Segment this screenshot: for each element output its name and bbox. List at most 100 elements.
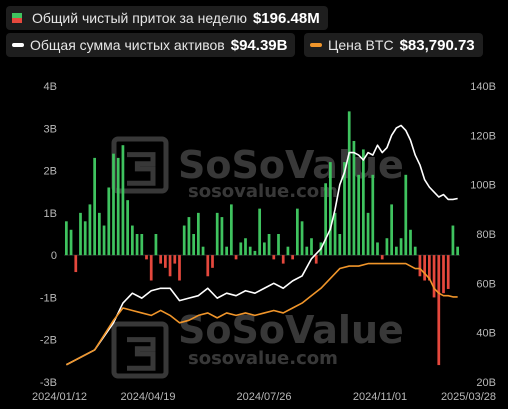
legend-btc-value: $83,790.73 — [399, 36, 475, 54]
x-axis-tick: 2024/04/19 — [120, 391, 175, 403]
orange-line-swatch-icon — [310, 43, 322, 47]
flow-bar — [343, 162, 346, 256]
left-axis-tick: -1B — [40, 292, 57, 304]
lines-layer — [65, 124, 458, 366]
flow-bar — [385, 238, 389, 256]
flow-bar — [357, 174, 361, 256]
flow-bar — [413, 246, 417, 256]
flow-bar — [121, 145, 125, 256]
flow-bar — [272, 255, 276, 260]
left-axis-tick: -2B — [40, 335, 57, 347]
flow-bar — [446, 255, 450, 289]
flow-bar — [423, 255, 427, 281]
flow-bar — [366, 212, 370, 256]
flow-bar — [102, 225, 106, 256]
legend-assets-label: Общая сумма чистых активов — [30, 37, 225, 53]
x-axis-tick: 2024/07/26 — [236, 391, 291, 403]
flow-bar — [456, 246, 460, 256]
flow-bar — [182, 225, 186, 256]
flow-bar — [239, 242, 243, 256]
flow-bar — [201, 246, 205, 256]
flow-bar — [178, 255, 181, 281]
flow-bar — [168, 255, 172, 277]
flow-bar — [192, 234, 196, 256]
flow-bar — [107, 187, 111, 256]
flow-bar — [291, 255, 295, 260]
sosovalue-logo-icon-top-mark — [127, 152, 156, 186]
axis-layer: 4B 3B 2B 1B 0 -1B -2B -3B 140B 120B 100B 80B 60B 40B 2… — [32, 81, 496, 403]
flow-bar — [390, 204, 394, 256]
watermark-brand-bottom: SoSoValue — [178, 308, 404, 352]
flow-bar — [234, 255, 238, 260]
left-axis-tick: 3B — [44, 123, 57, 135]
flow-bar — [409, 229, 412, 256]
flow-bar — [314, 255, 318, 264]
flow-bar — [305, 246, 309, 256]
watermark-group: SoSoValuesosovalue.comSoSoValuesosovalue… — [111, 136, 404, 379]
sosovalue-logo-icon-bottom-frame — [111, 321, 169, 379]
flow-bar — [295, 208, 299, 256]
legend-assets-value: $94.39B — [230, 36, 288, 54]
flow-bar — [97, 212, 101, 256]
flow-bar — [328, 162, 332, 256]
flow-bar — [187, 217, 191, 256]
flow-bar — [64, 221, 68, 256]
flow-bar — [347, 111, 351, 256]
left-axis-tick: 4B — [44, 81, 57, 93]
flow-bar — [140, 234, 144, 256]
flow-bar — [286, 246, 290, 256]
flow-bar — [258, 208, 262, 256]
legend-btc: Цена BTC $83,790.73 — [304, 33, 483, 57]
sosovalue-logo-icon-bottom — [111, 321, 169, 379]
flow-bar — [281, 255, 285, 264]
flow-bar — [338, 234, 342, 256]
left-axis-tick: 2B — [44, 166, 57, 178]
flow-bar — [442, 255, 445, 294]
left-axis-tick: 0 — [51, 250, 57, 262]
right-axis-tick: 80B — [476, 229, 496, 241]
flow-bar — [196, 212, 200, 256]
watermark-domain-bottom: sosovalue.com — [188, 348, 338, 369]
flow-bar — [380, 255, 384, 260]
right-axis-tick: 140B — [470, 81, 496, 93]
watermark-domain-top: sosovalue.com — [188, 181, 338, 202]
legend-flow-value: $196.48M — [252, 9, 320, 27]
flow-bar — [399, 238, 403, 256]
flow-bar — [451, 225, 455, 256]
flow-bar — [211, 255, 214, 268]
flow-bar — [352, 140, 356, 256]
flow-bar — [126, 200, 130, 256]
flow-bar — [427, 255, 431, 281]
flow-bar — [248, 246, 252, 256]
flow-bar — [394, 246, 398, 256]
legend-btc-label: Цена BTC — [328, 37, 394, 53]
flow-bar — [93, 157, 97, 256]
flow-bar — [159, 255, 163, 264]
flow-bar — [130, 225, 134, 256]
x-axis-tick: 2024/01/12 — [32, 391, 87, 403]
legend-flow-label: Общий чистый приток за неделю — [32, 10, 247, 26]
flow-bar — [149, 255, 153, 281]
assets-line — [65, 124, 458, 366]
right-axis-tick: 120B — [470, 130, 496, 142]
flow-bar — [229, 204, 233, 256]
flow-bar — [418, 255, 422, 277]
flow-bar — [277, 234, 280, 256]
flow-bar — [333, 212, 337, 256]
flow-bar — [324, 183, 328, 256]
flow-bar — [145, 255, 148, 260]
bars-layer — [64, 111, 460, 366]
flow-bar — [79, 212, 82, 256]
btc-price-line — [65, 262, 458, 366]
flow-bar — [244, 238, 247, 256]
flow-bar — [437, 255, 441, 366]
flow-bar — [376, 242, 379, 256]
sosovalue-logo-icon-bottom-mark — [127, 337, 156, 371]
left-axis-tick: -3B — [40, 377, 57, 389]
flow-bar — [262, 242, 266, 256]
flow-bar — [220, 217, 224, 256]
x-axis-tick: 2025/03/28 — [441, 391, 496, 403]
flow-bar — [116, 157, 120, 256]
flow-bar — [310, 238, 313, 256]
